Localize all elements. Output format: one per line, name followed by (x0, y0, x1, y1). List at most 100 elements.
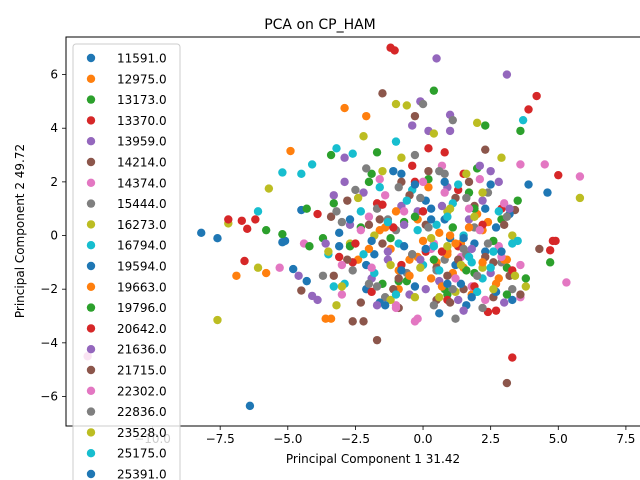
scatter-point (494, 177, 503, 187)
scatter-point (410, 111, 420, 121)
scatter-point (389, 223, 398, 232)
scatter-point (445, 231, 455, 240)
scatter-point (462, 193, 471, 203)
scatter-point (278, 229, 287, 239)
scatter-point (390, 46, 399, 55)
scatter-point (353, 193, 363, 203)
scatter-point (313, 209, 322, 219)
scatter-point (429, 255, 439, 264)
scatter-point (337, 282, 347, 291)
scatter-point (305, 242, 314, 251)
scatter-point (297, 169, 306, 179)
scatter-point (475, 225, 485, 235)
scatter-point (524, 105, 533, 114)
scatter-point (213, 234, 222, 243)
scatter-point (340, 103, 349, 113)
scatter-point (410, 180, 420, 189)
scatter-point (359, 132, 368, 141)
x-tick-label: 5.0 (549, 432, 568, 446)
scatter-point (429, 301, 439, 310)
scatter-point (543, 188, 552, 197)
scatter-point (264, 184, 274, 193)
scatter-point (440, 188, 449, 197)
scatter-point (359, 250, 368, 259)
scatter-point (562, 278, 571, 287)
legend-box (72, 43, 181, 480)
scatter-point (418, 236, 428, 246)
scatter-point (505, 204, 514, 213)
scatter-point (332, 207, 341, 216)
scatter-point (418, 207, 428, 216)
scatter-point (307, 160, 317, 169)
scatter-point (364, 220, 374, 229)
scatter-point (343, 196, 352, 205)
legend-marker (86, 53, 96, 63)
scatter-point (313, 295, 322, 305)
scatter-point (440, 177, 449, 187)
scatter-point (475, 174, 485, 184)
scatter-point (294, 271, 303, 280)
scatter-point (362, 111, 371, 121)
scatter-point (243, 224, 252, 234)
scatter-point (535, 244, 544, 254)
scatter-point (321, 239, 330, 248)
scatter-point (332, 301, 341, 310)
scatter-point (472, 271, 482, 280)
scatter-point (329, 271, 338, 280)
scatter-point (389, 166, 398, 176)
scatter-point (491, 223, 501, 232)
chart-title: PCA on CP_HAM (264, 17, 376, 33)
legend-label: 19796.0 (117, 301, 167, 315)
scatter-point (445, 126, 455, 136)
y-tick-label: −6 (40, 389, 58, 403)
scatter-point (435, 293, 444, 302)
legend-label: 23528.0 (117, 426, 167, 440)
legend-label: 22302.0 (117, 384, 167, 398)
scatter-point (516, 126, 525, 136)
plot-frame (65, 36, 640, 427)
legend-marker (86, 386, 96, 395)
y-tick-label: −4 (40, 336, 58, 350)
scatter-point (261, 225, 271, 235)
scatter-point (380, 301, 390, 310)
scatter-point (416, 255, 425, 264)
scatter-point (429, 242, 439, 251)
legend-label: 15444.0 (117, 197, 167, 211)
scatter-point (454, 295, 463, 305)
scatter-point (472, 118, 482, 128)
x-tick-label: −5.0 (273, 432, 302, 446)
scatter-point (516, 260, 525, 270)
scatter-point (391, 99, 401, 109)
scatter-point (451, 314, 460, 323)
scatter-point (329, 199, 338, 208)
legend-marker (86, 241, 96, 250)
scatter-point (432, 220, 441, 229)
scatter-point (372, 282, 382, 291)
scatter-point (253, 263, 263, 272)
scatter-point (426, 234, 436, 243)
scatter-point (394, 274, 403, 283)
legend-marker (86, 365, 96, 375)
scatter-point (343, 255, 352, 264)
scatter-point (497, 153, 506, 162)
x-tick-label: 2.5 (481, 432, 500, 446)
scatter-point (251, 215, 260, 224)
scatter-point (448, 115, 457, 125)
legend-marker (86, 199, 96, 208)
scatter-point (337, 217, 347, 227)
legend-label: 20642.0 (117, 322, 167, 336)
scatter-point (459, 234, 468, 243)
scatter-point (410, 282, 420, 291)
scatter-point (472, 287, 482, 297)
scatter-point (364, 244, 374, 254)
x-axis-label: Principal Component 1 31.42 (286, 452, 460, 466)
scatter-point (486, 263, 495, 272)
scatter-point (459, 306, 468, 315)
y-axis-ticks: −6 −4 −2 0 2 4 6 (40, 68, 66, 403)
x-tick-label: −7.5 (206, 432, 235, 446)
scatter-point (391, 137, 401, 146)
scatter-point (443, 242, 452, 251)
legend-label: 21636.0 (117, 343, 167, 357)
scatter-point (237, 216, 247, 225)
